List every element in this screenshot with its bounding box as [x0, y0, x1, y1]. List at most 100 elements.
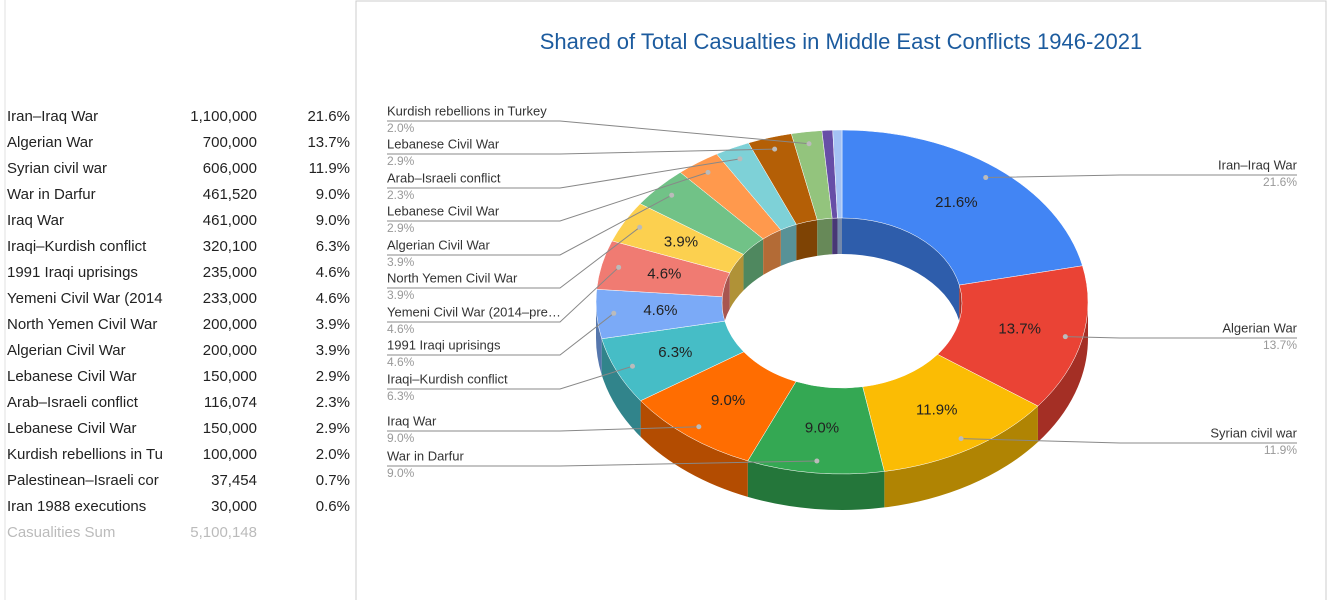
callout-name: Iraq War	[387, 413, 437, 428]
cell-name: Yemeni Civil War (2014	[7, 290, 163, 307]
slice-inner-side	[832, 218, 838, 255]
callout-value: 13.7%	[1263, 338, 1297, 352]
chart-title: Shared of Total Casualties in Middle Eas…	[540, 29, 1143, 54]
callout-value: 3.9%	[387, 288, 415, 302]
callout-line	[387, 148, 775, 155]
cell-number: 100,000	[203, 446, 257, 463]
callout-name: Lebanese Civil War	[387, 203, 500, 218]
callout-name: Syrian civil war	[1210, 425, 1297, 440]
cell-percent: 4.6%	[316, 290, 350, 307]
callout-line	[387, 460, 817, 467]
cell-percent: 2.9%	[316, 420, 350, 437]
slice-label: 4.6%	[647, 265, 681, 282]
callout-line	[387, 365, 633, 390]
cell-number: 37,454	[211, 472, 257, 489]
cell-number: 30,000	[211, 498, 257, 515]
callout-name: Yemeni Civil War (2014–pre…	[387, 304, 561, 319]
slice-inner-side	[780, 224, 797, 266]
slice-inner-side	[796, 219, 818, 261]
callout-dot	[705, 169, 711, 175]
cell-percent: 2.9%	[316, 368, 350, 385]
cell-name: Iran–Iraq War	[7, 108, 98, 125]
cell-percent: 2.0%	[316, 446, 350, 463]
callout-dot	[737, 156, 743, 162]
cell-name: Syrian civil war	[7, 160, 107, 177]
slice	[862, 354, 1039, 472]
slice-inner-side	[722, 272, 730, 333]
callout-dot	[958, 436, 964, 442]
callout-dot	[669, 192, 675, 198]
callout-line	[961, 438, 1297, 444]
callout-dot	[772, 146, 778, 152]
callout-line	[387, 194, 672, 256]
callout-value: 2.9%	[387, 221, 415, 235]
cell-number: 150,000	[203, 368, 257, 385]
callout-line	[985, 174, 1297, 179]
slice-inner-side	[763, 229, 781, 275]
callout-name: Iran–Iraq War	[1218, 157, 1298, 172]
cell-number: 235,000	[203, 264, 257, 281]
callout-line	[387, 312, 615, 356]
cell-percent: 4.6%	[316, 264, 350, 281]
callout-dot	[696, 424, 702, 430]
slice-inner-side	[743, 238, 764, 291]
inner-walls	[722, 218, 962, 388]
slice-label: 13.7%	[998, 321, 1041, 338]
cell-name: Palestinean–Israeli cor	[7, 472, 159, 489]
cell-number: 233,000	[203, 290, 257, 307]
slice-side	[640, 400, 748, 497]
slice-side	[601, 338, 641, 437]
slice-label: 9.0%	[805, 419, 839, 436]
callout-dot	[637, 224, 643, 230]
slice-label: 21.6%	[935, 194, 978, 211]
slice	[832, 129, 843, 219]
callout-line	[387, 158, 741, 189]
callout-value: 2.3%	[387, 188, 415, 202]
slice-side	[747, 460, 885, 510]
callout-value: 2.0%	[387, 121, 415, 135]
slice-side	[884, 406, 1038, 508]
cell-name: North Yemen Civil War	[7, 316, 157, 333]
slice-inner-side	[817, 218, 833, 256]
cell-percent: 9.0%	[316, 186, 350, 203]
cell-percent: 3.9%	[316, 342, 350, 359]
slice-side	[1037, 302, 1088, 443]
callout-line	[387, 426, 699, 432]
slice-label: 9.0%	[711, 392, 745, 409]
sum-label: Casualities Sum	[7, 524, 115, 541]
cell-name: Lebanese Civil War	[7, 368, 137, 385]
cell-number: 1,100,000	[190, 108, 257, 125]
cell-name: Algerian War	[7, 134, 93, 151]
callout-line	[387, 120, 810, 145]
slice-label: 6.3%	[658, 344, 692, 361]
slice-side	[596, 302, 602, 375]
callout-line	[387, 226, 640, 289]
callout-dot	[814, 458, 820, 464]
callout-name: Kurdish rebellions in Turkey	[387, 103, 547, 118]
cell-number: 461,520	[203, 186, 257, 203]
callout-name: Lebanese Civil War	[387, 136, 500, 151]
cell-number: 116,074	[204, 394, 257, 411]
cell-name: War in Darfur	[7, 186, 96, 203]
cell-percent: 2.3%	[316, 394, 350, 411]
sum-value: 5,100,148	[190, 524, 257, 541]
cell-percent: 21.6%	[307, 108, 350, 125]
callout-name: 1991 Iraqi uprisings	[387, 337, 501, 352]
slice-label: 4.6%	[643, 302, 677, 319]
callout-dot	[611, 310, 617, 316]
callout-line	[387, 171, 709, 222]
cell-percent: 0.6%	[316, 498, 350, 515]
callout-value: 4.6%	[387, 355, 415, 369]
cell-number: 150,000	[203, 420, 257, 437]
slice-label: 3.9%	[664, 234, 698, 251]
callout-name: Algerian War	[1222, 320, 1297, 335]
slice-inner-side	[729, 254, 744, 309]
callout-value: 6.3%	[387, 389, 415, 403]
callout-line	[387, 266, 620, 323]
cell-percent: 3.9%	[316, 316, 350, 333]
cell-percent: 11.9%	[309, 160, 350, 177]
cell-name: Arab–Israeli conflict	[7, 394, 139, 411]
callout-dot	[616, 264, 622, 270]
slice	[841, 129, 1083, 286]
